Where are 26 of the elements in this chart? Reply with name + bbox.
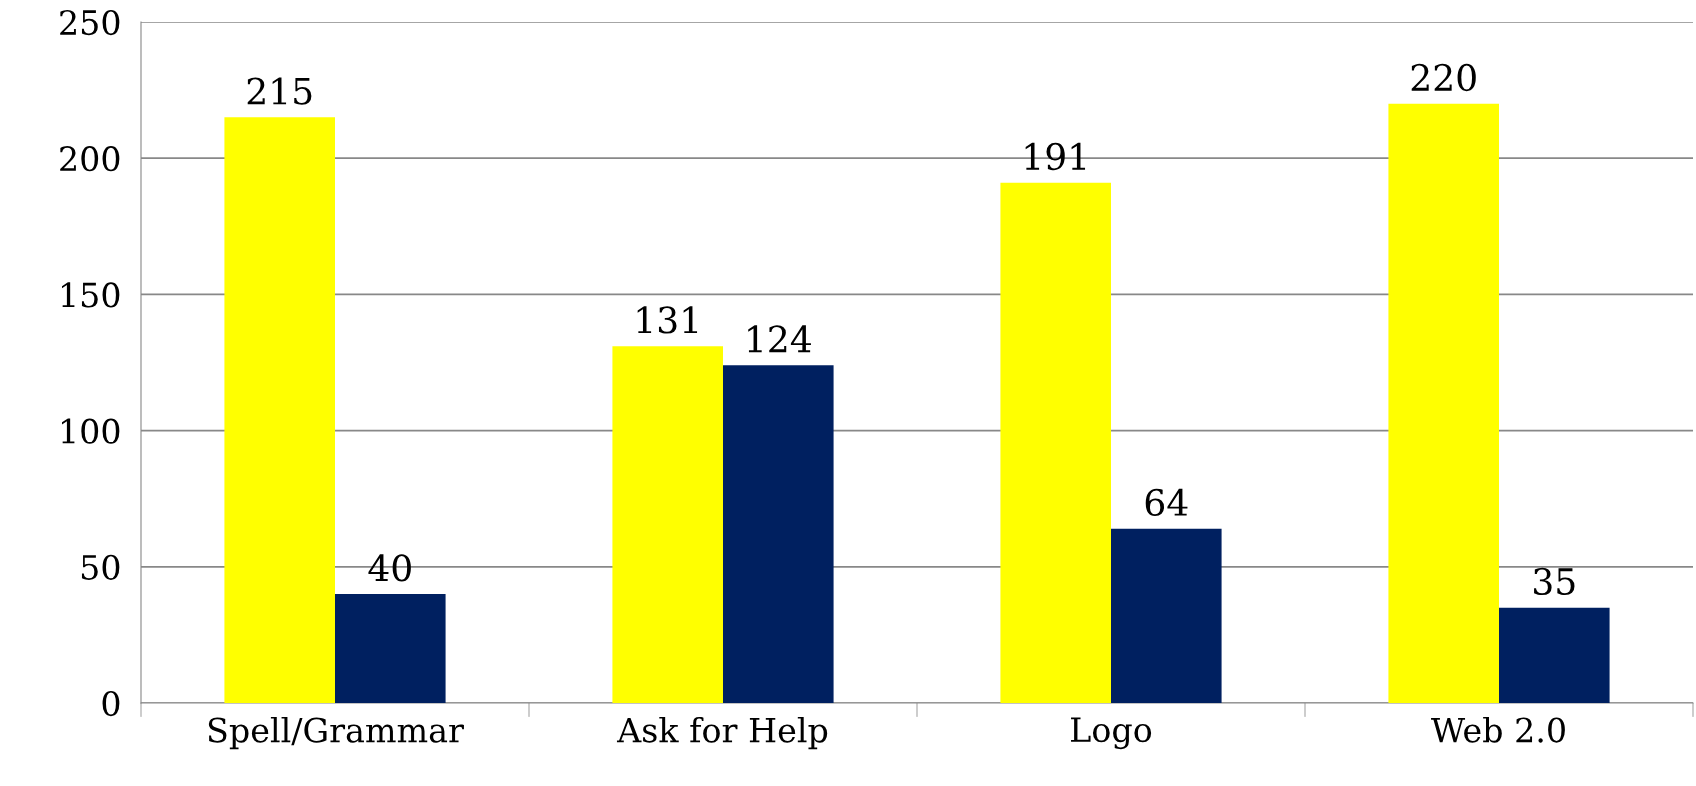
y-tick-label: 150 [62, 282, 120, 308]
bar [1388, 103, 1499, 703]
bar [1111, 528, 1222, 703]
data-label: 220 [1411, 63, 1476, 92]
x-tick-label: Ask for Help [616, 716, 828, 750]
data-label: 191 [1025, 142, 1086, 171]
x-tick-label: Web 2.0 [1431, 716, 1565, 743]
data-label: 131 [637, 306, 698, 334]
bar [224, 117, 335, 703]
data-label: 35 [1534, 567, 1575, 596]
data-label: 64 [1145, 488, 1188, 517]
data-label: 40 [368, 554, 411, 582]
bar [612, 346, 723, 703]
data-label: 124 [748, 325, 811, 353]
x-tick-label: Logo [1071, 717, 1152, 750]
y-tick-label: 50 [81, 554, 120, 580]
y-tick-label: 0 [102, 690, 120, 717]
y-tick-label: 250 [60, 9, 120, 36]
y-tick-label: 200 [60, 146, 120, 172]
bar [1000, 182, 1111, 703]
bar [335, 594, 446, 703]
bar [1499, 607, 1610, 703]
bar [723, 365, 834, 703]
y-tick-label: 100 [62, 418, 120, 444]
x-tick-label: Spell/Grammar [208, 716, 464, 750]
data-label: 215 [247, 77, 312, 105]
